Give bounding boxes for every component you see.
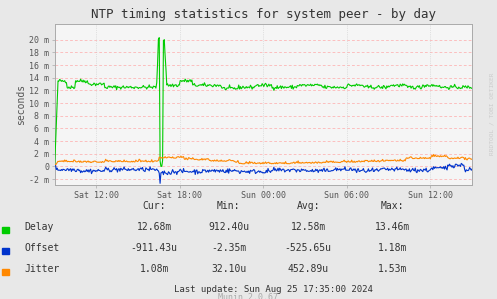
Text: 1.53m: 1.53m: [378, 264, 408, 274]
Y-axis label: seconds: seconds: [16, 84, 26, 125]
Text: Min:: Min:: [217, 201, 241, 211]
Title: NTP timing statistics for system peer - by day: NTP timing statistics for system peer - …: [91, 8, 436, 21]
Text: 13.46m: 13.46m: [375, 222, 410, 232]
Text: 12.68m: 12.68m: [137, 222, 171, 232]
Text: 452.89u: 452.89u: [288, 264, 329, 274]
Text: Munin 2.0.67: Munin 2.0.67: [219, 293, 278, 299]
Text: Last update: Sun Aug 25 17:35:00 2024: Last update: Sun Aug 25 17:35:00 2024: [174, 285, 373, 294]
Text: RRDTOOL / TOBI OETIKER: RRDTOOL / TOBI OETIKER: [490, 72, 495, 155]
Text: Offset: Offset: [25, 243, 60, 253]
Text: Max:: Max:: [381, 201, 405, 211]
Text: -525.65u: -525.65u: [285, 243, 331, 253]
Text: 1.08m: 1.08m: [139, 264, 169, 274]
Text: -911.43u: -911.43u: [131, 243, 177, 253]
Text: Cur:: Cur:: [142, 201, 166, 211]
Text: Delay: Delay: [25, 222, 54, 232]
Text: 912.40u: 912.40u: [208, 222, 249, 232]
Text: 12.58m: 12.58m: [291, 222, 326, 232]
Text: Avg:: Avg:: [296, 201, 320, 211]
Text: 1.18m: 1.18m: [378, 243, 408, 253]
Text: Jitter: Jitter: [25, 264, 60, 274]
Text: -2.35m: -2.35m: [211, 243, 246, 253]
Text: 32.10u: 32.10u: [211, 264, 246, 274]
